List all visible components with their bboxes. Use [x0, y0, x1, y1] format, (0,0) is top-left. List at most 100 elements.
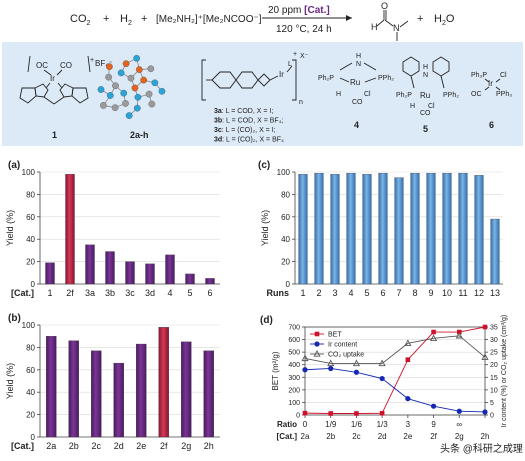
x-tick-label: 6	[207, 288, 212, 298]
y-left-tick-label: 400	[288, 362, 300, 369]
bar	[185, 273, 195, 285]
series-line	[304, 368, 486, 413]
point	[328, 365, 334, 372]
point	[352, 359, 360, 367]
x-tick-label: 2	[316, 288, 321, 298]
framework-atom	[97, 86, 105, 93]
bar	[458, 172, 468, 285]
bar	[158, 327, 169, 438]
framework-atom	[131, 84, 139, 92]
x-ratio-title: Ratio	[277, 420, 297, 429]
catalyst-6: Ph₃P Cl Ir OC PPh₃ 6	[471, 72, 512, 130]
c1-anion: BF₄⁻	[95, 59, 113, 68]
c4-n: N	[356, 61, 361, 68]
bar	[45, 262, 55, 285]
bar	[378, 172, 388, 285]
framework-atom	[134, 93, 142, 101]
y-right-tick-label: 10	[490, 387, 498, 394]
x-axis-title: [Cat.]	[277, 432, 298, 441]
x-tick-label: 2e	[403, 432, 412, 441]
series-line	[304, 326, 486, 414]
catalyst-panel: OC CO Ir + BF₄⁻ 1 2a-h n	[2, 42, 523, 146]
y-tick-label: 80	[281, 190, 290, 199]
x-tick-label: 3	[332, 288, 337, 298]
c6-ph3p: Ph₃P	[471, 72, 487, 79]
y-left-tick-label: 0	[296, 413, 300, 420]
bar	[346, 172, 356, 285]
point	[430, 334, 438, 341]
y-tick-label: 80	[26, 190, 35, 199]
x-axis-title: Runs	[267, 288, 290, 298]
svg-text:20 ppm [Cat.]: 20 ppm [Cat.]	[268, 5, 330, 16]
x-tick-label: 2b	[326, 432, 335, 441]
additive-salt: [Me₂NH₂]⁺[Me₂NCOO⁻]	[156, 14, 262, 25]
panel-letter: (a)	[8, 160, 20, 171]
point	[405, 396, 411, 402]
framework-atom	[151, 79, 159, 87]
y-left-tick-label: 700	[288, 325, 300, 332]
bar	[203, 350, 214, 438]
point	[354, 411, 359, 416]
plot-frame	[304, 326, 486, 416]
x-ratio-label: ∞	[456, 420, 462, 429]
reactant-co2-sub: 2	[87, 20, 91, 27]
point	[379, 410, 385, 416]
plus-1: +	[103, 13, 109, 25]
product-water-o: O	[446, 13, 455, 25]
y-tick-label: 40	[281, 235, 290, 244]
svg-text:H2: H2	[120, 13, 132, 27]
x-tick-label: 11	[458, 288, 467, 298]
c6-ir: Ir	[488, 79, 493, 88]
x-tick-label: 9	[428, 288, 433, 298]
bar	[426, 172, 436, 285]
condition-loading: 20 ppm	[268, 5, 304, 16]
point	[482, 409, 488, 415]
c5-h: H	[423, 64, 428, 71]
chart-panel-d: (d)010020030040050060070005101520253035B…	[260, 315, 508, 441]
y-tick-label: 20	[281, 258, 290, 267]
x-tick-label: 2e	[136, 441, 146, 451]
c3-n: n	[299, 99, 303, 106]
framework-atom	[120, 89, 128, 97]
c4-cl: Cl	[364, 91, 371, 98]
framework-atom	[135, 66, 143, 73]
y-left-tick-label: 600	[288, 337, 300, 344]
point	[328, 411, 334, 416]
chart-panel-b: (b) 0 20 40 60 80 100 Yield (%) 2a 2b 2c 2d 2e 2f 2g 2h…	[5, 313, 220, 451]
catalyst-3: n Ir L + X⁻	[201, 51, 309, 106]
c3-legend-row: 3a: L = COD, X = I;	[214, 108, 273, 115]
reactant-co2: CO	[70, 13, 87, 25]
y-left-tick-label: 200	[288, 387, 300, 394]
series-co-uptake	[301, 331, 489, 367]
x-tick-label: 13	[490, 288, 500, 298]
c5-ph2p: Ph₂P	[396, 92, 412, 99]
y-left-tick-label: 500	[288, 350, 300, 357]
svg-text:CO2: CO2	[70, 13, 91, 27]
y-right-tick-label: 20	[490, 362, 498, 369]
point	[313, 350, 321, 357]
y-left-title: BET (m²/g)	[271, 351, 280, 390]
y-tick-label: 60	[26, 366, 35, 375]
bar	[68, 340, 79, 438]
x-tick-label: 1	[47, 288, 52, 298]
bar	[113, 362, 124, 438]
x-tick-label: 3a	[85, 288, 95, 298]
x-ratio-label: 1/3	[377, 420, 389, 429]
c6-oc: OC	[471, 91, 482, 98]
y-right-tick-label: 5	[490, 400, 494, 407]
c5-cl: Cl	[428, 103, 435, 110]
c5-ru: Ru	[420, 91, 430, 100]
bar	[314, 172, 324, 285]
x-tick-label: 1	[300, 288, 305, 298]
y-tick-label: 20	[26, 258, 35, 267]
panel-letter: (d)	[260, 315, 273, 326]
y-axis-title: Yield (%)	[5, 363, 15, 399]
bar	[136, 343, 147, 438]
c3-legend-id: 3b	[214, 118, 222, 125]
c3-x: X⁻	[300, 53, 309, 60]
panel-letter: (c)	[258, 160, 270, 171]
x-ratio-label: 3	[406, 420, 411, 429]
